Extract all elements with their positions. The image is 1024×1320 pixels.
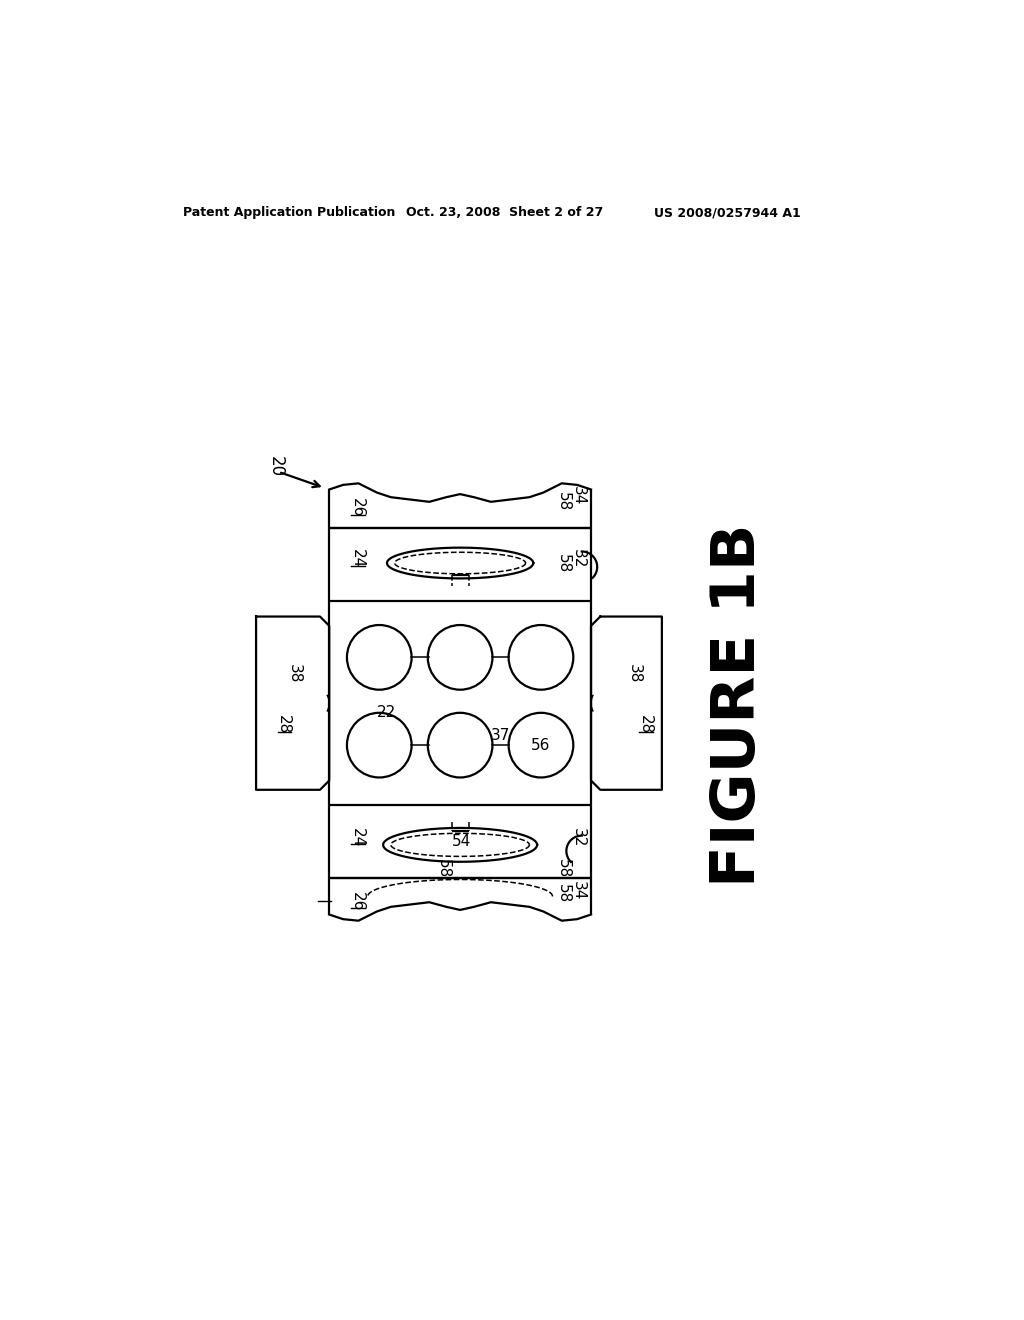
Text: 38: 38 [627,664,642,684]
Text: 24: 24 [349,549,365,569]
Text: 32: 32 [571,549,586,569]
Text: 28: 28 [276,715,291,734]
Text: US 2008/0257944 A1: US 2008/0257944 A1 [654,206,801,219]
Text: 20: 20 [266,455,285,477]
Text: Oct. 23, 2008  Sheet 2 of 27: Oct. 23, 2008 Sheet 2 of 27 [407,206,603,219]
Text: 56: 56 [531,738,551,752]
Text: 38: 38 [287,664,302,684]
Text: 24: 24 [349,828,365,847]
Text: Patent Application Publication: Patent Application Publication [183,206,395,219]
Text: 58: 58 [556,859,570,879]
Text: 54: 54 [452,834,471,849]
Text: 26: 26 [349,892,365,911]
Text: 34: 34 [571,486,586,506]
Text: 58: 58 [556,492,570,511]
Text: 58: 58 [435,859,451,879]
Text: 37: 37 [490,729,510,743]
Text: 26: 26 [349,498,365,517]
Text: 58: 58 [556,554,570,573]
Text: 58: 58 [556,884,570,903]
Text: 22: 22 [378,705,396,719]
Text: 32: 32 [571,828,586,847]
Text: 28: 28 [637,715,652,734]
Text: 34: 34 [571,880,586,900]
Text: FIGURE 1B: FIGURE 1B [710,524,768,887]
